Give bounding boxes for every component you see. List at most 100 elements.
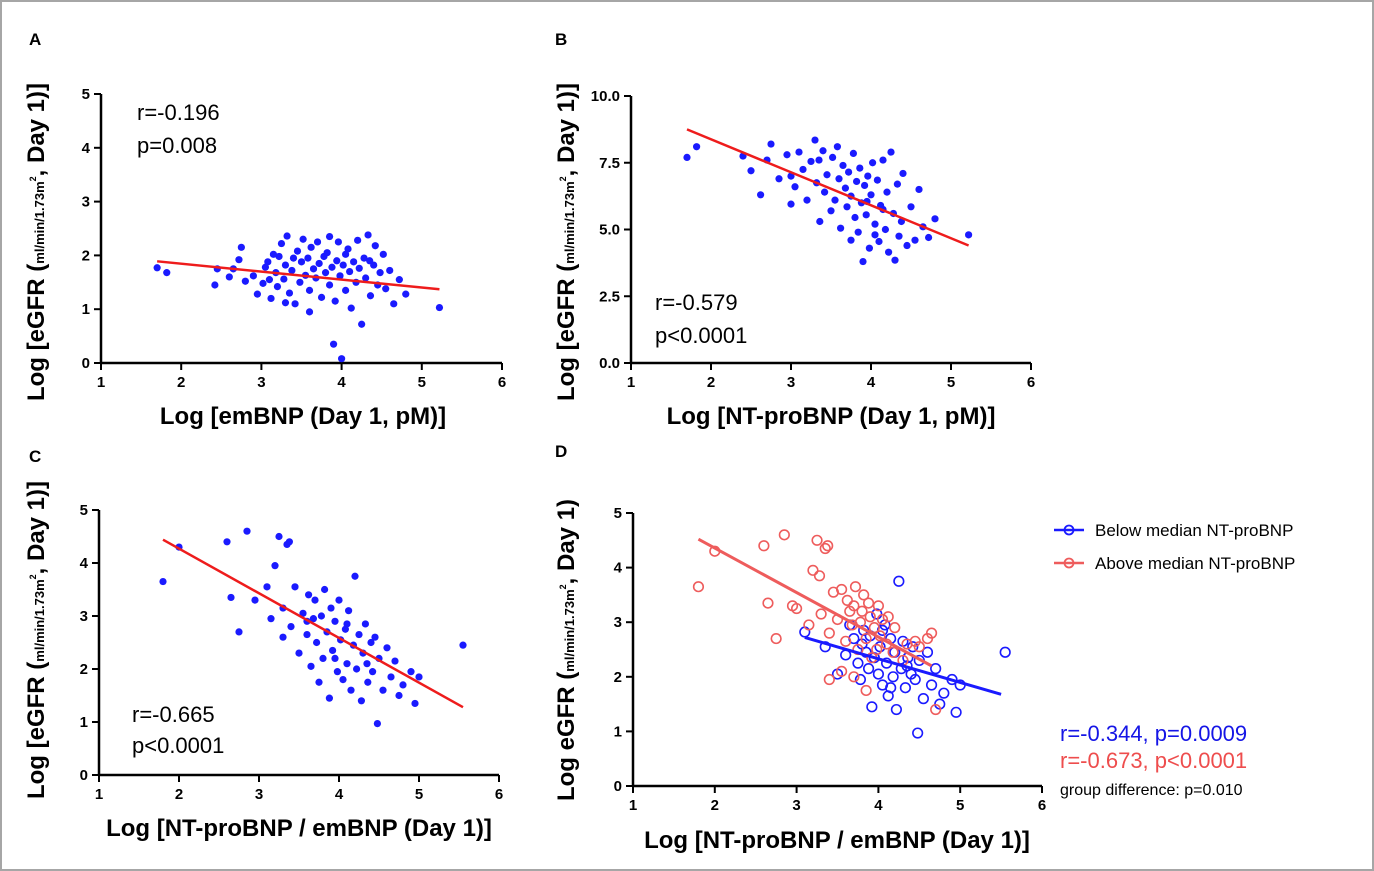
data-point-a <box>283 232 291 240</box>
y-tick-label-a: 1 <box>82 301 90 318</box>
data-point-c <box>363 660 371 668</box>
data-point-a <box>339 261 347 269</box>
x-tick-label-b: 4 <box>867 374 876 391</box>
data-point-a <box>366 292 375 300</box>
data-point-blue-d <box>872 668 885 680</box>
data-point-c <box>327 604 335 612</box>
x-axis-label-a: Log [emBNP (Day 1, pM)] <box>160 403 446 430</box>
y-tick-label-b: 7.5 <box>599 155 620 172</box>
x-tick-label-b: 3 <box>787 374 795 391</box>
y-tick-label-d: 5 <box>614 505 622 522</box>
legend: Below median NT-proBNP Above median NT-p… <box>1054 521 1295 573</box>
data-point-red-d <box>887 646 899 658</box>
data-point-c <box>235 628 243 636</box>
y-tick-label-c: 2 <box>80 661 88 678</box>
data-point-b <box>869 159 877 167</box>
data-point-red-d <box>849 581 862 593</box>
data-point-a <box>259 279 267 287</box>
data-point-a <box>386 266 394 275</box>
data-point-a <box>364 231 372 239</box>
data-point-a <box>288 266 296 275</box>
data-point-b <box>873 176 882 184</box>
data-point-red-d <box>913 641 925 653</box>
data-point-a <box>358 320 366 328</box>
data-point-blue-d <box>862 663 875 675</box>
data-point-a <box>309 265 318 273</box>
data-point-c <box>343 620 351 628</box>
data-point-b <box>856 164 864 172</box>
data-point-a <box>323 249 331 257</box>
x-tick-label-a: 2 <box>177 374 185 391</box>
data-point-c <box>395 691 403 700</box>
data-point-b <box>965 231 973 239</box>
data-point-a <box>342 286 350 294</box>
data-point-b <box>837 224 845 232</box>
data-point-b <box>864 172 872 180</box>
data-point-c <box>355 630 363 639</box>
data-point-b <box>899 169 907 178</box>
legend-entry-below-median: Below median NT-proBNP <box>1054 521 1293 540</box>
y-axis-label-b: Log [eGFR (ml/min/1.73m2, Day 1)] <box>553 83 580 401</box>
data-point-c <box>271 562 279 570</box>
data-point-b <box>791 183 799 191</box>
stat-r-c: r=-0.665 <box>132 702 215 727</box>
plot-b: 1 2 3 4 5 6 0.0 2.5 5.0 7.5 10.0 <box>591 88 1035 391</box>
data-point-a <box>354 236 362 244</box>
data-point-b <box>895 232 903 240</box>
data-point-a <box>211 281 219 289</box>
x-tick-label-a: 6 <box>498 374 506 391</box>
data-point-red-d <box>819 542 831 555</box>
data-point-a <box>275 252 283 261</box>
data-point-blue-d <box>917 693 929 705</box>
data-point-b <box>841 184 850 192</box>
x-tick-label-b: 1 <box>627 374 635 391</box>
data-point-red-d <box>840 635 852 647</box>
data-point-b <box>795 148 803 156</box>
y-tick-label-a: 5 <box>82 86 90 103</box>
data-point-blue-d <box>852 657 864 669</box>
fit-line-red-d <box>697 537 933 668</box>
data-point-a <box>325 281 334 289</box>
fit-line-a <box>157 260 440 291</box>
data-point-a <box>280 275 288 283</box>
data-point-c <box>371 633 379 641</box>
data-point-a <box>329 340 338 348</box>
data-point-red-d <box>856 605 868 617</box>
data-point-c <box>459 641 467 649</box>
data-point-a <box>315 259 323 268</box>
data-point-a <box>342 250 350 258</box>
data-point-a <box>281 261 290 269</box>
data-point-b <box>807 157 815 166</box>
stat-red-d: r=-0.673, p<0.0001 <box>1060 748 1247 773</box>
data-point-c <box>331 617 339 625</box>
y-tick-label-a: 2 <box>82 247 90 264</box>
data-point-blue-d <box>882 690 894 702</box>
data-point-a <box>402 290 410 298</box>
x-tick-label-a: 5 <box>418 374 426 391</box>
data-point-red-d <box>858 589 870 601</box>
data-point-c <box>411 699 419 708</box>
data-point-blue-d <box>885 682 897 694</box>
y-tick-label-d: 2 <box>614 669 622 686</box>
data-point-c <box>343 660 351 668</box>
stat-p-b: p<0.0001 <box>655 323 747 348</box>
x-tick-label-b: 5 <box>947 374 955 391</box>
x-tick-label-c: 5 <box>415 786 423 803</box>
data-point-c <box>367 638 375 647</box>
panel-b: B 1 2 3 4 5 6 0.0 2.5 5.0 7.5 10.0 r=-0.579 p<0.00… <box>553 30 1035 430</box>
data-point-b <box>787 200 795 208</box>
x-tick-label-d: 1 <box>629 797 637 814</box>
data-point-red-d <box>860 684 872 697</box>
y-tick-label-c: 0 <box>80 767 88 784</box>
data-point-c <box>399 681 407 689</box>
data-point-blue-d <box>893 575 905 587</box>
data-point-a <box>336 272 344 280</box>
data-point-b <box>881 225 890 234</box>
x-tick-label-b: 2 <box>707 374 715 391</box>
data-point-red-d <box>692 581 705 593</box>
data-point-b <box>887 148 895 156</box>
data-point-red-d <box>841 594 853 606</box>
y-axis-label-a: Log [eGFR (ml/min/1.73m2, Day 1)] <box>23 83 50 401</box>
